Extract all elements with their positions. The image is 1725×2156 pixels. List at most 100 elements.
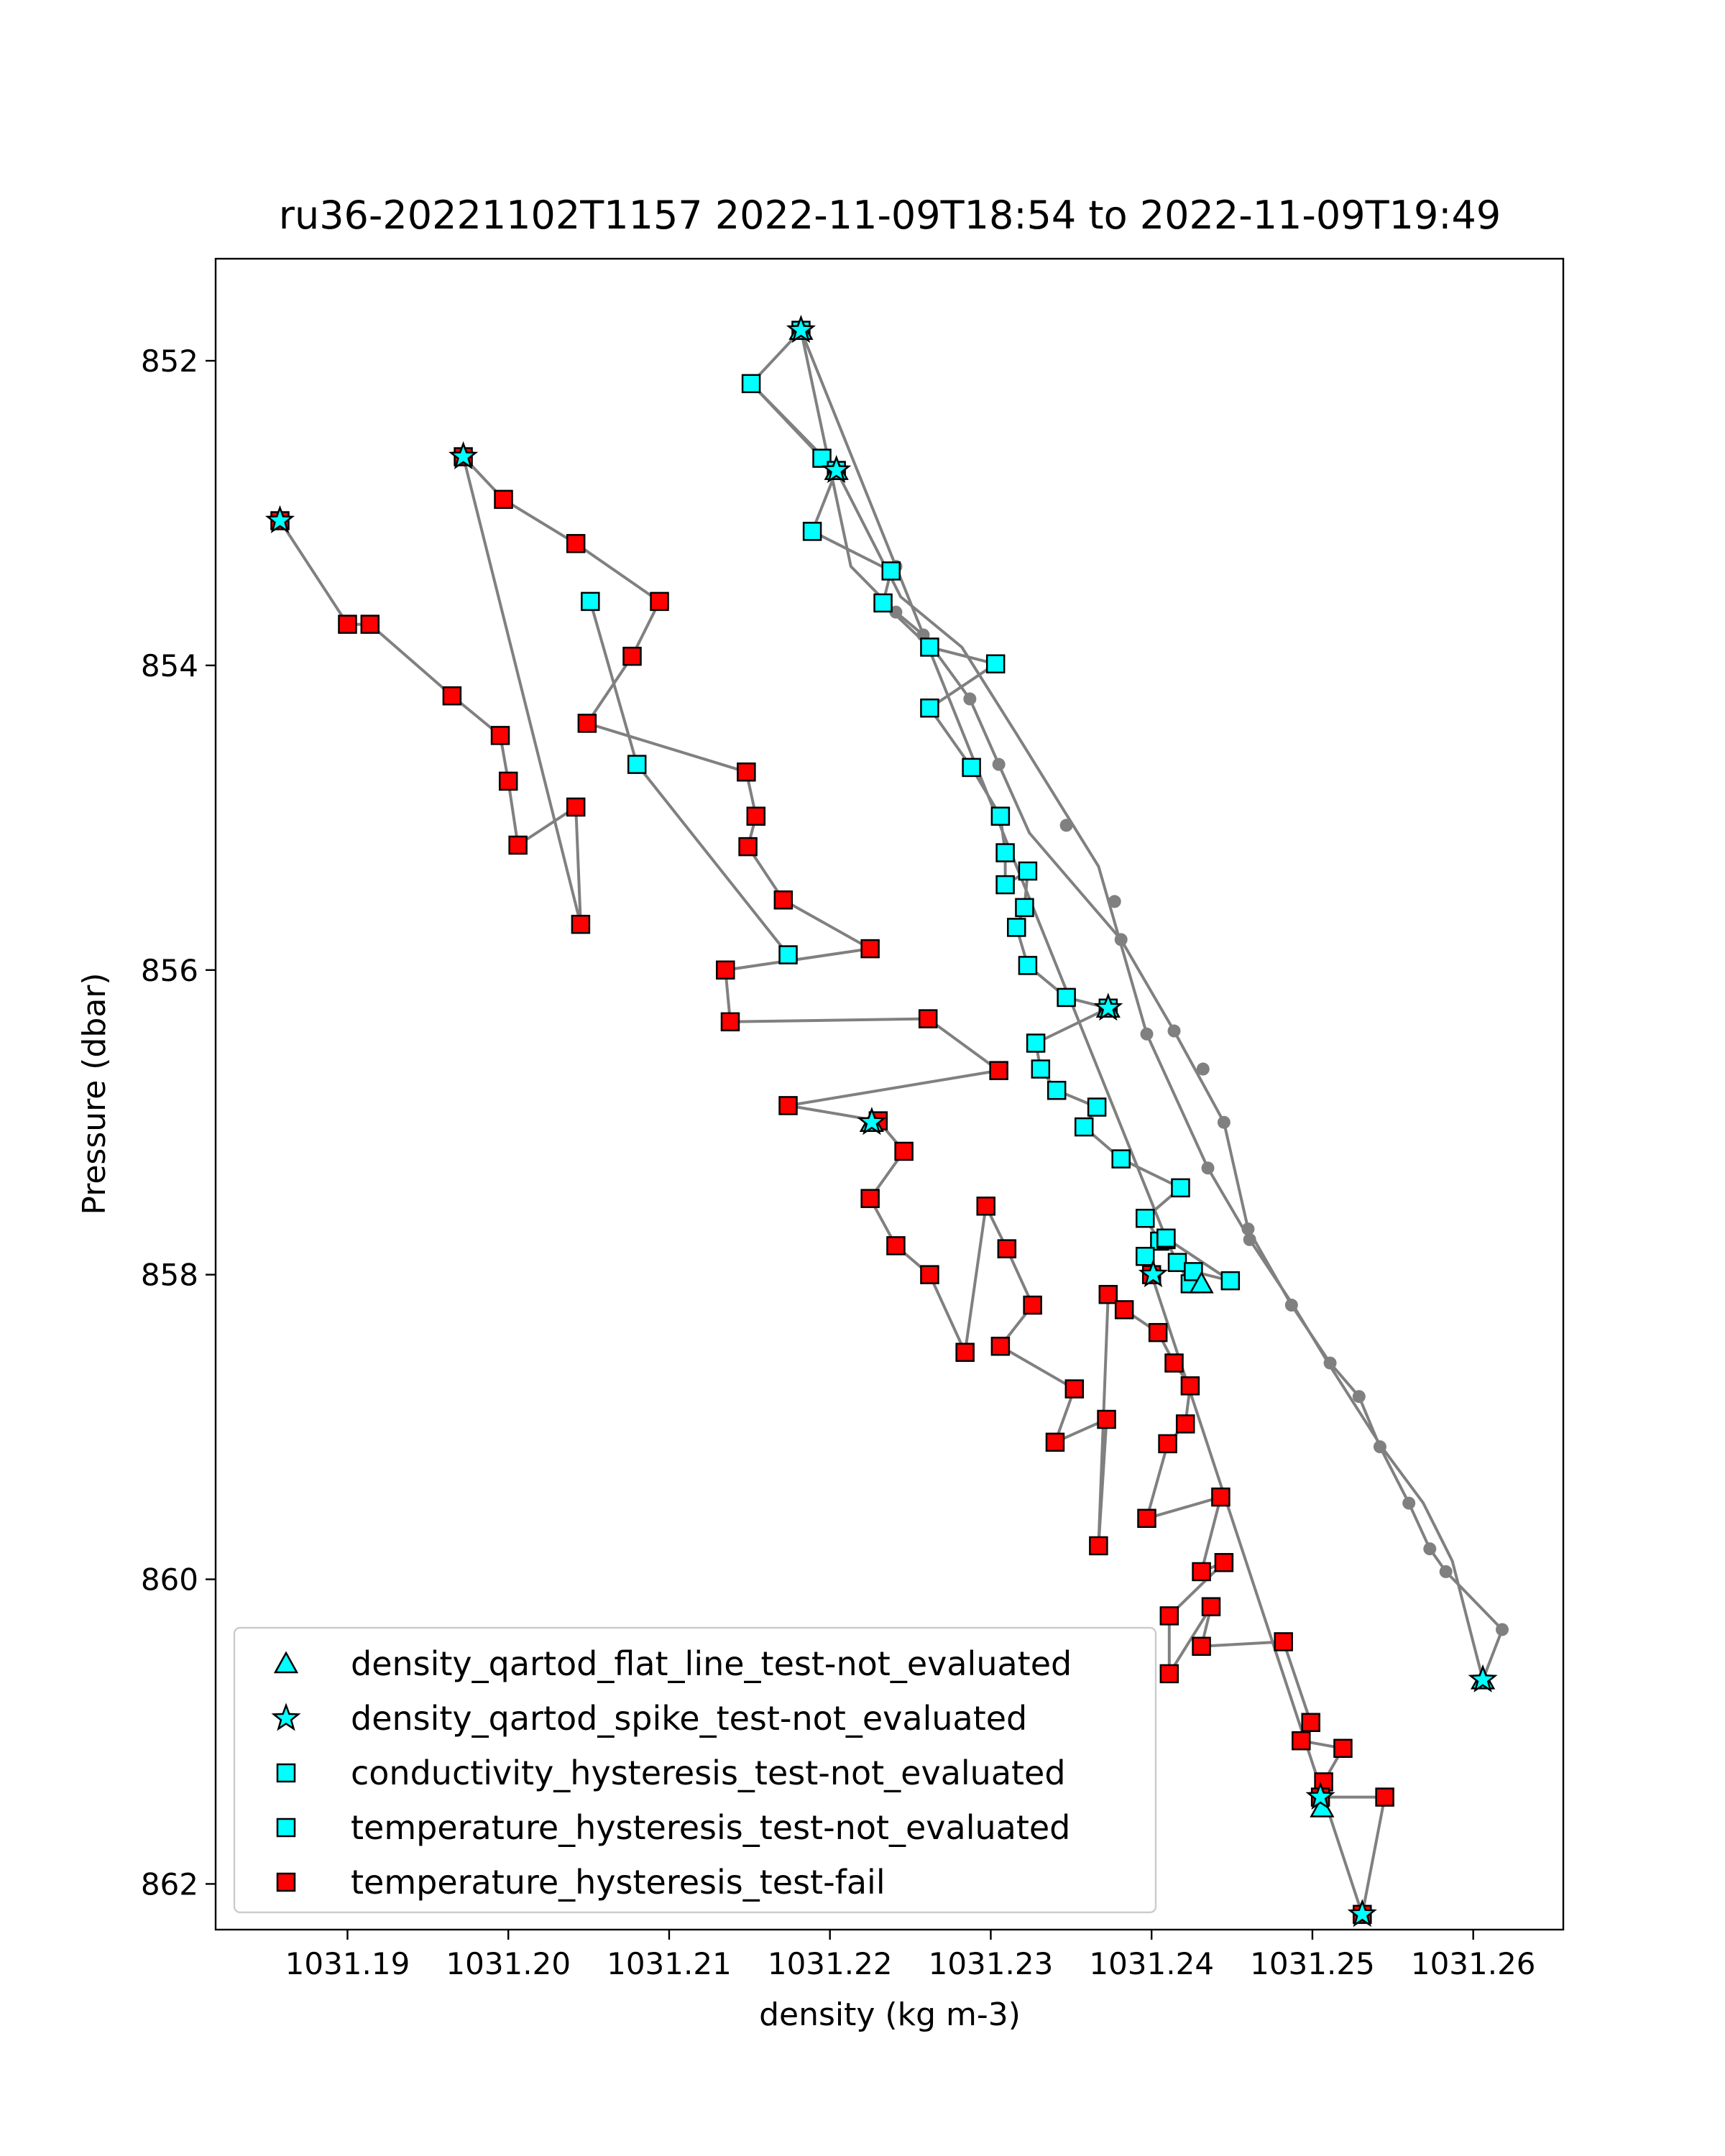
data-point (773, 890, 794, 910)
y-tick-label: 860 (141, 1562, 198, 1598)
series-2-line (750, 329, 1232, 1286)
profile-dot (889, 605, 903, 619)
data-point (1137, 1508, 1156, 1529)
data-point (995, 843, 1015, 862)
data-point (962, 757, 981, 778)
data-point (738, 837, 758, 857)
y-tick-label: 854 (141, 648, 198, 683)
data-point (1156, 1228, 1176, 1248)
data-point (1180, 1376, 1200, 1396)
data-point (1347, 1899, 1377, 1927)
data-point (627, 755, 647, 774)
data-point (1098, 1284, 1118, 1304)
profile-dot (1284, 1299, 1298, 1312)
data-point (920, 637, 939, 657)
data-point (1171, 1178, 1190, 1198)
data-point (881, 561, 901, 581)
data-point (498, 771, 518, 791)
legend-marker (276, 1872, 296, 1892)
data-point (1192, 1562, 1211, 1582)
data-point (1201, 1597, 1221, 1616)
profile-dot (1373, 1440, 1386, 1454)
legend-entry: density_qartod_flat_line_test-not_evalua… (351, 1644, 1072, 1683)
data-point (1087, 1097, 1107, 1117)
profile-dot (1402, 1496, 1416, 1510)
data-point (1114, 1300, 1134, 1319)
profile-dot (1059, 819, 1073, 832)
y-axis: 852 854 856 858 860 862 (141, 344, 216, 1902)
data-point (997, 1239, 1017, 1258)
data-point (1136, 1246, 1155, 1266)
y-axis-label: Pressure (dbar) (76, 972, 113, 1215)
data-point (860, 1189, 880, 1208)
data-point (990, 806, 1011, 826)
profile-dot (1423, 1542, 1437, 1556)
data-point (1167, 1253, 1187, 1272)
data-point (746, 806, 766, 826)
legend: density_qartod_flat_line_test-not_evalua… (233, 1626, 1157, 1914)
data-point (720, 1012, 740, 1032)
data-point (995, 875, 1015, 895)
series-star-1 (264, 314, 1498, 1927)
data-point (1164, 1353, 1184, 1373)
x-tick-label: 1031.21 (607, 1946, 732, 1981)
data-point (1031, 1059, 1051, 1079)
data-point (1159, 1664, 1179, 1684)
data-point (1064, 1379, 1085, 1399)
data-point (1015, 898, 1034, 918)
profile-dot (1241, 1222, 1255, 1236)
data-point (1375, 1787, 1394, 1807)
data-point (1192, 1636, 1211, 1657)
x-axis: 1031.19 1031.20 1031.21 1031.22 1031.23 1031.… (285, 1930, 1536, 1981)
data-point (264, 505, 295, 534)
data-point (1189, 1271, 1214, 1294)
data-point (1136, 1208, 1155, 1228)
legend-entry: conductivity_hysteresis_test-not_evaluat… (351, 1754, 1066, 1792)
y-tick-label: 858 (141, 1258, 198, 1293)
data-point (1018, 956, 1038, 975)
series-square-2 (741, 321, 1241, 1294)
profile-dot (1201, 1161, 1215, 1175)
data-point (494, 489, 513, 510)
profile-dot (1140, 1027, 1154, 1041)
x-tick-label: 1031.20 (446, 1946, 571, 1981)
profile-dot (1323, 1356, 1337, 1370)
data-point (886, 1236, 906, 1256)
data-point (650, 591, 669, 612)
data-point (1089, 1536, 1108, 1556)
data-point (741, 374, 761, 394)
data-point (1138, 1259, 1169, 1288)
data-point (1274, 1632, 1293, 1651)
profile-dot (1495, 1623, 1509, 1636)
legend-marker (276, 1763, 296, 1783)
data-point (490, 726, 510, 745)
data-point (989, 1061, 1008, 1080)
profile-dot (1217, 1115, 1230, 1129)
x-axis-label: density (kg m-3) (759, 1996, 1021, 2033)
series-3-line (589, 601, 790, 956)
data-point (860, 939, 880, 959)
profile-dot (1167, 1024, 1181, 1038)
data-point (622, 646, 642, 666)
data-point (1057, 987, 1076, 1008)
data-point (360, 614, 380, 634)
data-point (1159, 1606, 1179, 1626)
x-tick-label: 1031.22 (768, 1946, 893, 1981)
y-tick-label: 856 (141, 953, 198, 988)
data-point (442, 686, 462, 706)
data-point (1111, 1149, 1131, 1169)
profile-dot (963, 692, 977, 706)
data-point (1074, 1117, 1094, 1137)
x-tick-label: 1031.23 (929, 1946, 1054, 1981)
data-point (1220, 1271, 1241, 1291)
data-point (716, 960, 735, 980)
data-point (778, 1096, 798, 1115)
data-point (1026, 1033, 1046, 1053)
data-point (778, 945, 798, 964)
profile-line (750, 328, 1504, 1681)
data-point (802, 522, 822, 541)
data-point (990, 1337, 1011, 1356)
profile-dot (1243, 1233, 1256, 1246)
profile-dot (1439, 1565, 1453, 1578)
